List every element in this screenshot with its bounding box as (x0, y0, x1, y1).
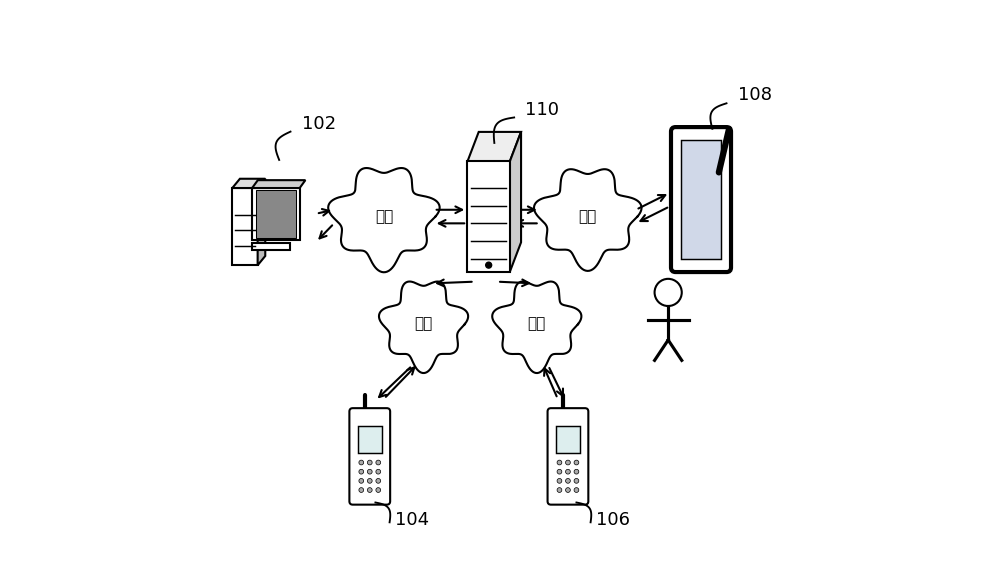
Text: 网络: 网络 (528, 316, 546, 332)
Polygon shape (232, 179, 265, 188)
Circle shape (359, 479, 364, 483)
Circle shape (367, 460, 372, 465)
Circle shape (566, 488, 570, 492)
Circle shape (566, 479, 570, 483)
Circle shape (367, 469, 372, 474)
FancyBboxPatch shape (671, 127, 731, 272)
Circle shape (359, 460, 364, 465)
Polygon shape (328, 168, 440, 272)
Circle shape (574, 469, 579, 474)
Circle shape (557, 460, 562, 465)
Polygon shape (534, 169, 642, 271)
Text: 110: 110 (525, 101, 559, 118)
Polygon shape (252, 180, 305, 188)
Circle shape (574, 488, 579, 492)
Circle shape (367, 488, 372, 492)
Circle shape (376, 488, 381, 492)
Text: 104: 104 (395, 511, 429, 529)
Text: 网络: 网络 (579, 209, 597, 224)
FancyBboxPatch shape (349, 408, 390, 505)
Circle shape (566, 469, 570, 474)
Circle shape (655, 279, 682, 306)
Polygon shape (379, 282, 468, 373)
Circle shape (376, 469, 381, 474)
Circle shape (557, 488, 562, 492)
Polygon shape (252, 188, 300, 240)
Text: 102: 102 (302, 115, 336, 133)
Polygon shape (492, 282, 581, 373)
Circle shape (376, 479, 381, 483)
Circle shape (557, 479, 562, 483)
Text: 网络: 网络 (375, 209, 393, 224)
Text: 106: 106 (596, 511, 630, 529)
Circle shape (574, 460, 579, 465)
Circle shape (566, 460, 570, 465)
Polygon shape (258, 179, 265, 265)
Polygon shape (467, 162, 510, 272)
Circle shape (574, 479, 579, 483)
Polygon shape (358, 426, 382, 453)
Polygon shape (556, 426, 580, 453)
Circle shape (486, 262, 492, 268)
Polygon shape (681, 140, 721, 259)
Polygon shape (232, 188, 258, 265)
Polygon shape (252, 243, 290, 250)
Circle shape (367, 479, 372, 483)
FancyBboxPatch shape (548, 408, 588, 505)
Text: 108: 108 (738, 86, 772, 105)
Circle shape (376, 460, 381, 465)
Polygon shape (467, 132, 521, 162)
Polygon shape (510, 132, 521, 272)
Polygon shape (256, 190, 296, 238)
Circle shape (359, 488, 364, 492)
Circle shape (557, 469, 562, 474)
Circle shape (359, 469, 364, 474)
Text: 网络: 网络 (414, 316, 433, 332)
